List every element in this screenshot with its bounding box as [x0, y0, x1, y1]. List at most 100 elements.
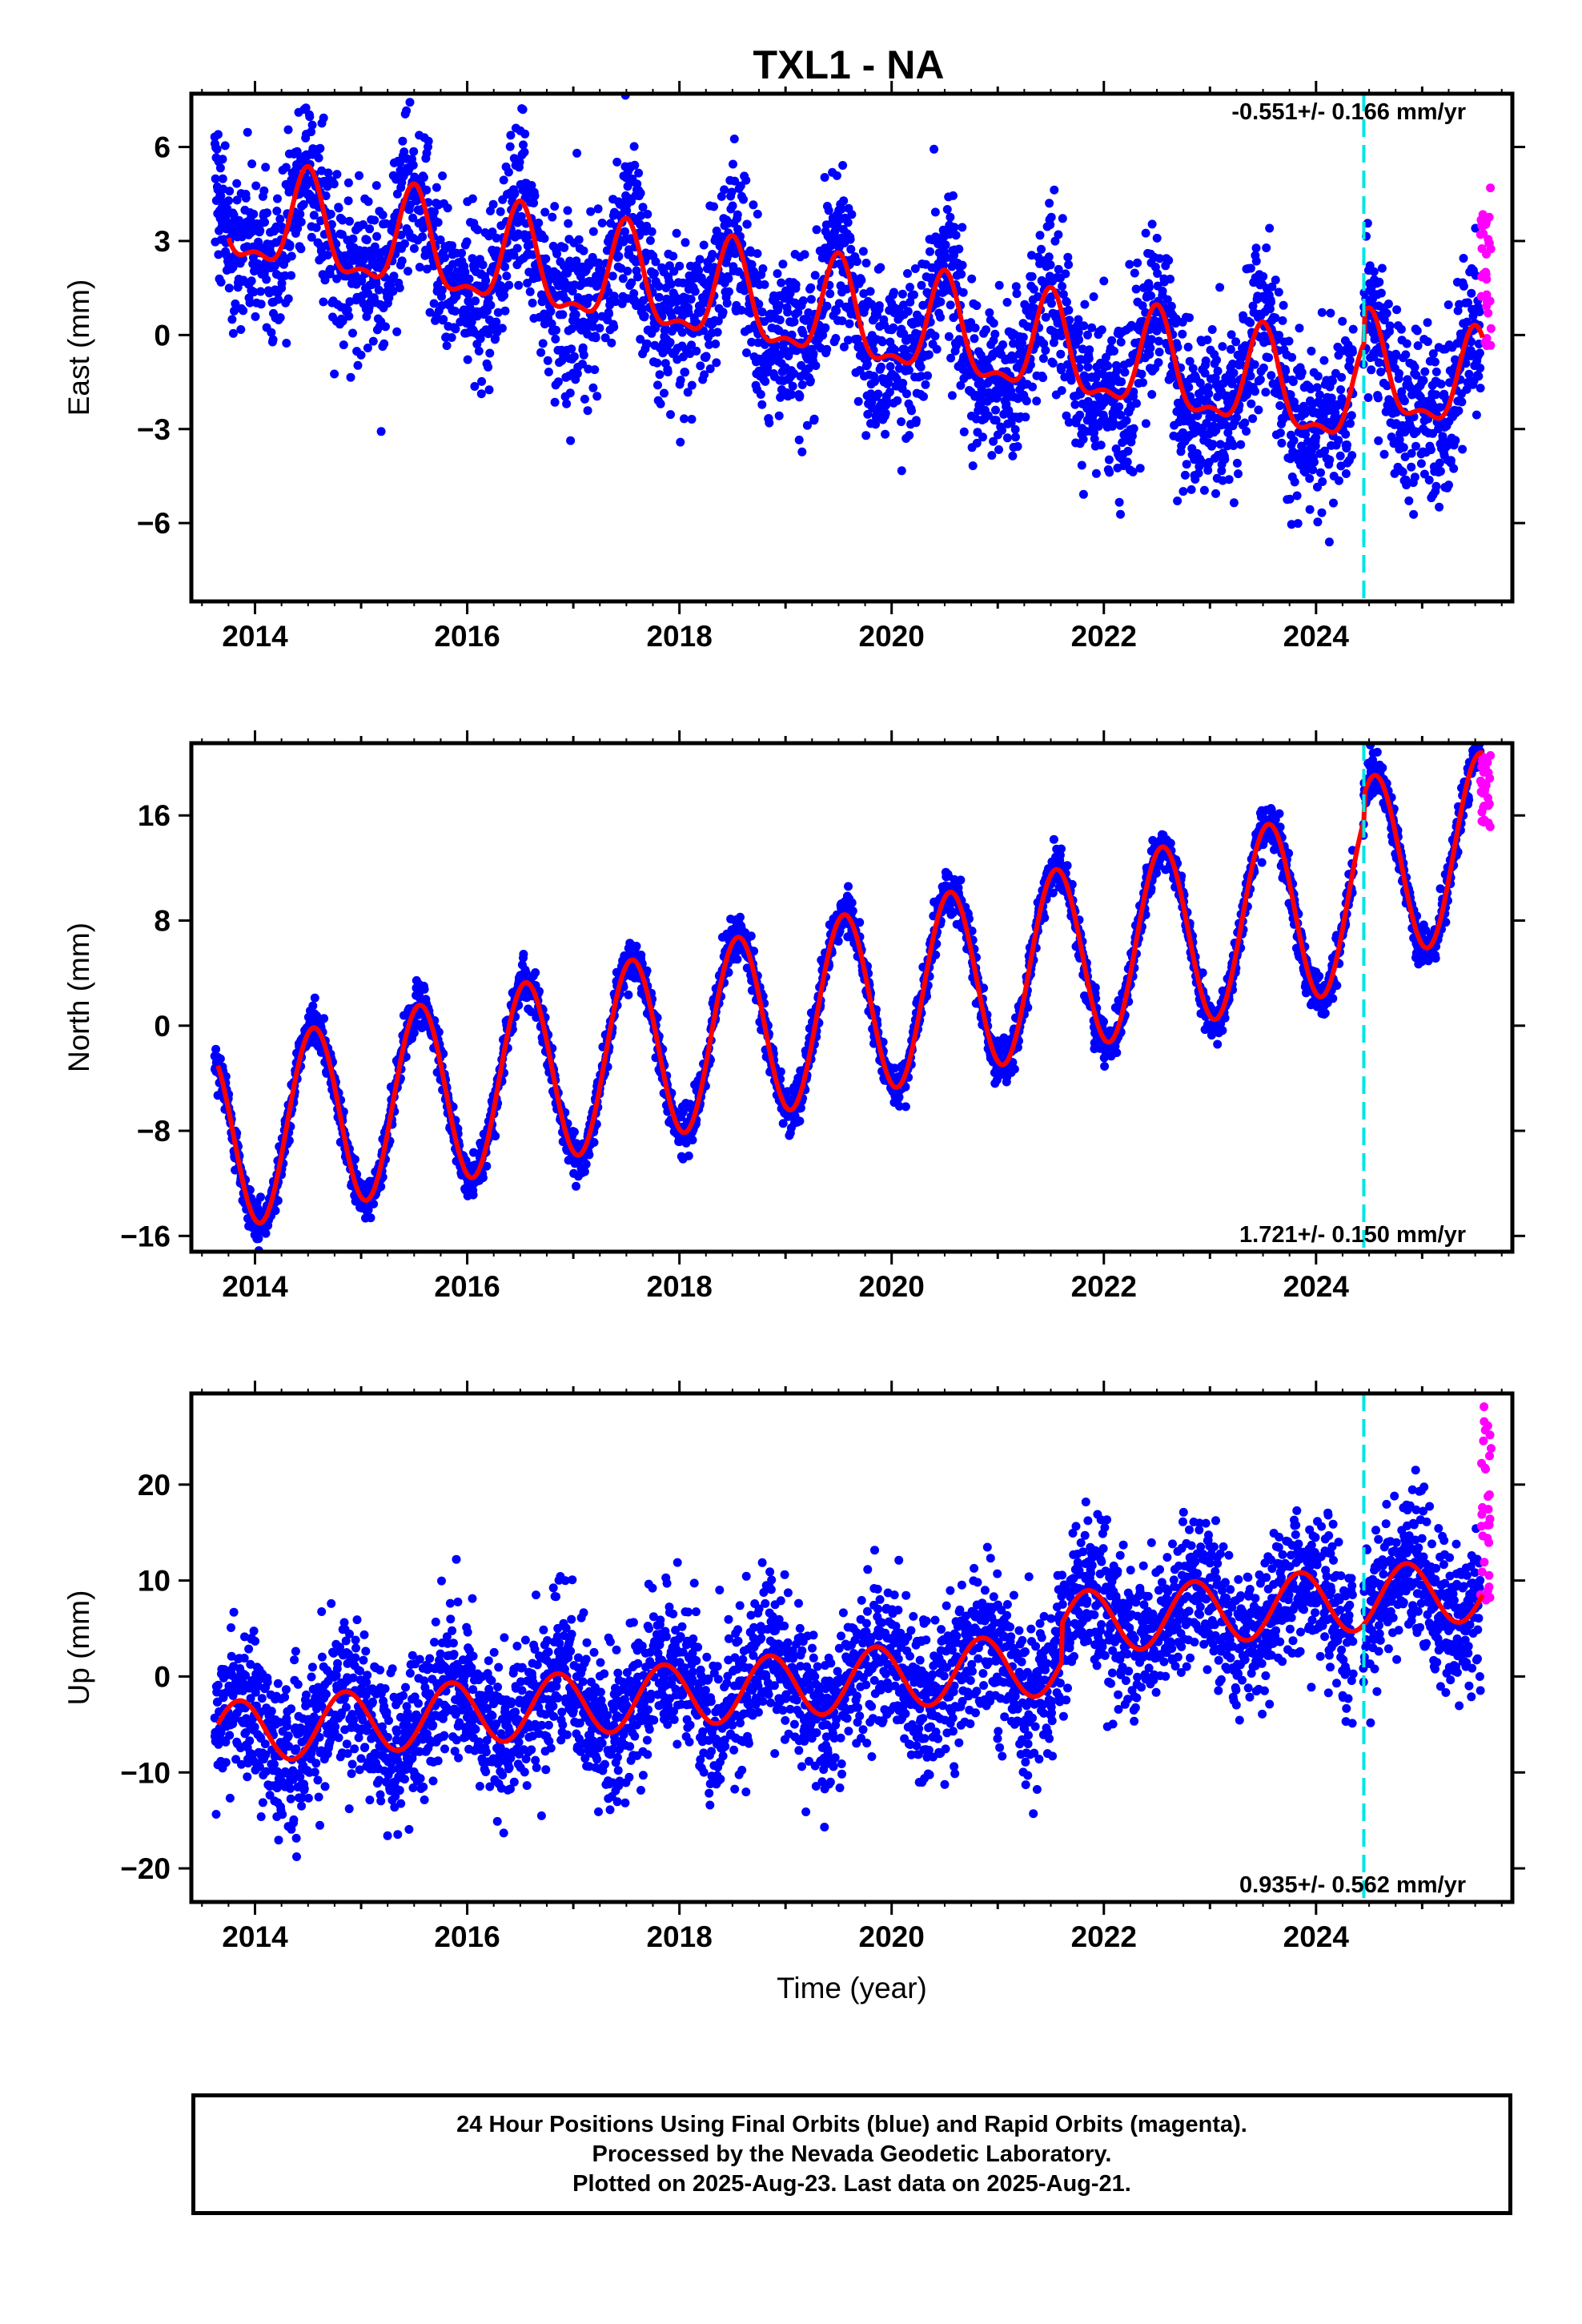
- final-orbit-point: [392, 327, 402, 336]
- final-orbit-point: [972, 301, 982, 311]
- final-orbit-point: [381, 219, 391, 228]
- final-orbit-point: [600, 333, 610, 343]
- final-orbit-point: [1002, 298, 1012, 307]
- final-orbit-point: [1467, 288, 1476, 298]
- final-orbit-point: [1011, 282, 1021, 292]
- final-orbit-point: [563, 206, 572, 215]
- final-orbit-point: [1154, 358, 1163, 368]
- final-orbit-point: [795, 391, 805, 400]
- final-orbit-point: [1259, 363, 1268, 372]
- final-orbit-point: [1436, 380, 1446, 389]
- final-orbit-point: [1363, 219, 1372, 228]
- final-orbit-point: [1411, 441, 1420, 451]
- final-orbit-point: [1311, 441, 1320, 451]
- final-orbit-point: [1341, 429, 1351, 439]
- final-orbit-point: [936, 312, 946, 322]
- final-orbit-point: [1297, 368, 1307, 377]
- final-orbit-point: [942, 205, 952, 214]
- final-orbit-point: [1231, 337, 1241, 347]
- final-orbit-point: [1293, 519, 1303, 529]
- final-orbit-point: [844, 336, 853, 345]
- y-tick-label: −6: [137, 507, 171, 540]
- final-orbit-point: [1461, 359, 1471, 368]
- final-orbit-point: [292, 147, 302, 156]
- final-orbit-point: [1435, 502, 1444, 512]
- final-orbit-point: [1428, 349, 1438, 359]
- final-orbit-point: [283, 125, 293, 135]
- final-orbit-point: [271, 1206, 280, 1216]
- final-orbit-point: [972, 438, 982, 448]
- x-tick-label: 2014: [222, 620, 288, 653]
- final-orbit-point: [245, 298, 255, 308]
- final-orbit-point: [572, 148, 582, 158]
- east-model-fit-line: [226, 163, 1485, 435]
- final-orbit-point: [1379, 316, 1389, 325]
- final-orbit-point: [228, 328, 238, 338]
- final-orbit-point: [1431, 357, 1439, 367]
- final-orbit-point: [505, 142, 515, 151]
- final-orbit-point: [338, 316, 347, 326]
- final-orbit-point: [320, 275, 330, 285]
- final-orbit-point: [1315, 390, 1324, 400]
- final-orbit-point: [822, 344, 832, 354]
- final-orbit-point: [214, 130, 223, 139]
- final-orbit-point: [314, 153, 323, 163]
- final-orbit-point: [684, 308, 693, 317]
- final-orbit-point: [640, 312, 649, 320]
- final-orbit-point: [985, 308, 994, 317]
- final-orbit-point: [527, 181, 536, 190]
- final-orbit-point: [1341, 469, 1351, 478]
- final-orbit-point: [586, 207, 596, 216]
- final-orbit-point: [778, 259, 788, 269]
- final-orbit-point: [1407, 448, 1416, 458]
- final-orbit-point: [729, 159, 737, 169]
- final-orbit-point: [975, 376, 984, 386]
- final-orbit-point: [293, 223, 303, 233]
- final-orbit-point: [717, 191, 726, 201]
- final-orbit-point: [994, 280, 1004, 290]
- final-orbit-point: [845, 235, 855, 244]
- final-orbit-point: [1289, 436, 1299, 445]
- final-orbit-point: [1117, 377, 1126, 387]
- final-orbit-point: [1347, 451, 1357, 460]
- final-orbit-point: [705, 364, 715, 373]
- final-orbit-point: [1194, 468, 1203, 478]
- final-orbit-point: [211, 1044, 221, 1054]
- final-orbit-point: [1046, 260, 1055, 270]
- final-orbit-point: [398, 136, 408, 146]
- final-orbit-point: [510, 189, 520, 199]
- rapid-orbit-point: [1476, 215, 1486, 225]
- final-orbit-point: [588, 227, 598, 236]
- final-orbit-point: [1027, 251, 1036, 260]
- final-orbit-point: [255, 226, 265, 235]
- final-orbit-point: [822, 301, 832, 311]
- final-orbit-point: [677, 328, 687, 337]
- final-orbit-point: [885, 388, 894, 397]
- final-orbit-point: [916, 362, 926, 372]
- final-orbit-point: [802, 420, 812, 430]
- final-orbit-point: [1185, 313, 1194, 323]
- final-orbit-point: [1419, 469, 1429, 479]
- final-orbit-point: [1062, 297, 1071, 307]
- final-orbit-point: [676, 437, 685, 447]
- final-orbit-point: [773, 269, 782, 279]
- final-orbit-point: [273, 194, 282, 203]
- final-orbit-point: [629, 142, 639, 151]
- final-orbit-point: [958, 260, 967, 270]
- final-orbit-point: [1054, 264, 1063, 274]
- final-orbit-point: [652, 358, 662, 368]
- final-orbit-point: [821, 323, 830, 332]
- final-orbit-point: [1153, 269, 1162, 278]
- final-orbit-point: [486, 300, 496, 310]
- final-orbit-point: [338, 215, 347, 225]
- east-plot-frame: [189, 91, 1515, 604]
- final-orbit-point: [1292, 491, 1302, 501]
- final-orbit-point: [491, 334, 500, 344]
- final-orbit-point: [591, 333, 600, 343]
- final-orbit-point: [287, 271, 296, 280]
- x-tick-label: 2016: [434, 620, 500, 653]
- final-orbit-point: [523, 279, 532, 287]
- final-orbit-point: [1087, 323, 1097, 332]
- final-orbit-point: [296, 244, 306, 254]
- final-orbit-point: [471, 296, 480, 306]
